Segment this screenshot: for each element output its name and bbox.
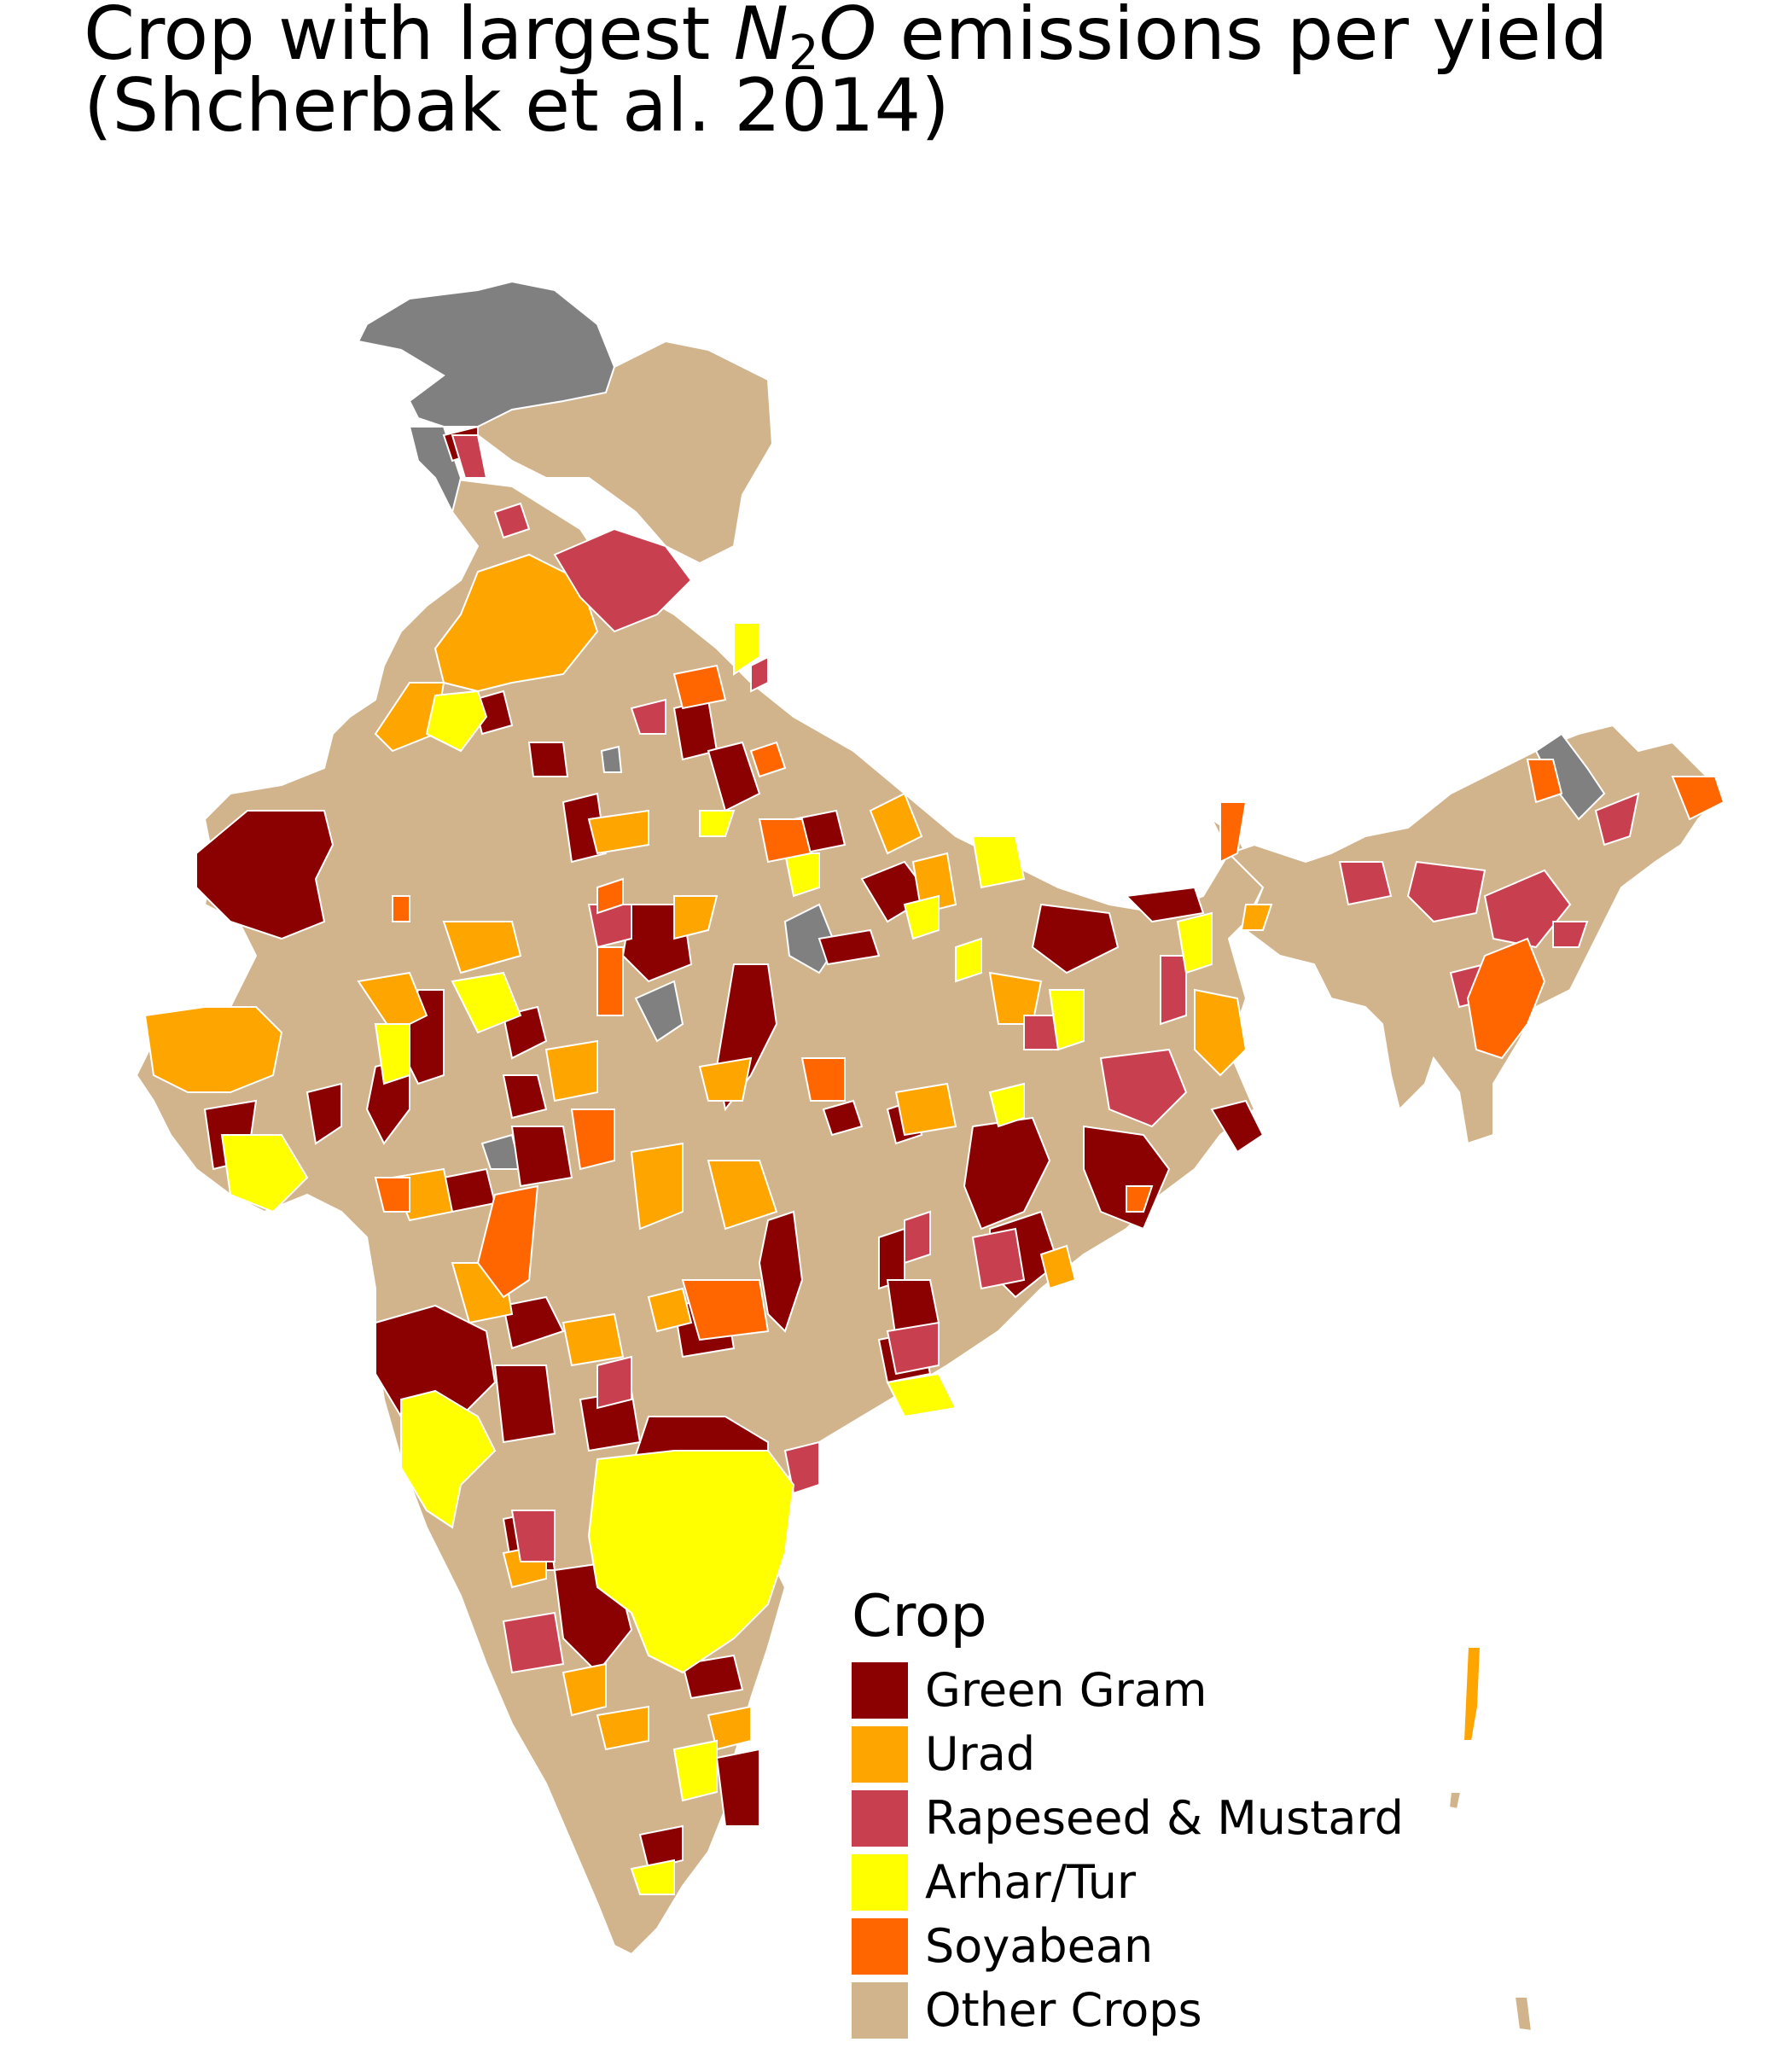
legend-label: Other Crops xyxy=(925,1982,1202,2037)
legend-swatch xyxy=(852,1981,908,2039)
title-subscript: 2 xyxy=(788,26,819,81)
map-urad-regions xyxy=(143,553,1482,1751)
legend-title: Crop xyxy=(852,1583,987,1650)
map-soyabean-regions xyxy=(374,664,1725,1341)
legend-swatch xyxy=(852,1789,908,1847)
legend-swatch xyxy=(852,1917,908,1975)
legend-label: Rapeseed & Mustard xyxy=(925,1790,1404,1845)
map-rapeseed-mustard-regions xyxy=(451,434,1640,1674)
map-title-line1: Crop with largest N2O emissions per yiel… xyxy=(84,0,1608,78)
title-symbol-suffix: O xyxy=(818,0,877,77)
legend-item-urad: Urad xyxy=(852,1722,1404,1786)
legend-item-arhar-tur: Arhar/Tur xyxy=(852,1850,1404,1914)
title-symbol: N xyxy=(733,0,788,77)
legend-label: Soyabean xyxy=(925,1918,1154,1973)
legend-item-rapeseed-mustard: Rapeseed & Mustard xyxy=(852,1786,1404,1850)
legend-label: Green Gram xyxy=(925,1662,1207,1717)
legend: Crop Green Gram Urad Rapeseed & Mustard … xyxy=(852,1583,1404,2042)
map-no-data-regions xyxy=(357,280,1606,1170)
legend-swatch xyxy=(852,1661,908,1719)
map-arhar-tur-regions xyxy=(220,622,1213,1895)
title-prefix: Crop with largest xyxy=(84,0,734,77)
legend-label: Arhar/Tur xyxy=(925,1854,1137,1909)
map-title-line2: (Shcherbak et al. 2014) xyxy=(84,63,950,148)
legend-item-green-gram: Green Gram xyxy=(852,1658,1404,1722)
map-title: Crop with largest N2O emissions per yiel… xyxy=(84,0,1608,143)
legend-swatch xyxy=(852,1853,908,1911)
title-suffix: emissions per yield xyxy=(876,0,1609,77)
legend-label: Urad xyxy=(925,1726,1036,1781)
legend-item-soyabean: Soyabean xyxy=(852,1914,1404,1978)
legend-swatch xyxy=(852,1725,908,1783)
legend-item-other-crops: Other Crops xyxy=(852,1978,1404,2042)
